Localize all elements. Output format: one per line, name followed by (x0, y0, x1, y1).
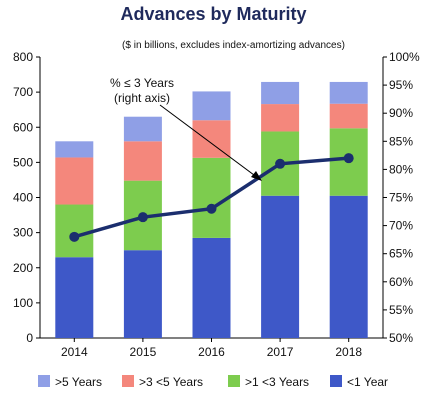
legend-swatch (330, 375, 342, 387)
bar-segment (55, 204, 94, 258)
x-tick-label: 2017 (267, 345, 294, 359)
x-tick-label: 2016 (198, 345, 225, 359)
bar-segment (329, 195, 368, 338)
legend-label: <1 Year (347, 375, 388, 389)
annotation-arrow (159, 104, 259, 179)
bar-segment (192, 237, 231, 338)
annotation-label: (right axis) (114, 91, 170, 105)
y-tick-label: 700 (13, 85, 33, 99)
y-tick-label: 800 (13, 50, 33, 64)
bar-segment (261, 81, 300, 105)
legend-label: >3 <5 Years (139, 375, 203, 389)
y2-tick-label: 60% (389, 275, 413, 289)
y2-tick-label: 55% (389, 303, 413, 317)
bar-segment (123, 116, 162, 142)
y2-tick-label: 50% (389, 331, 413, 345)
y-tick-label: 300 (13, 226, 33, 240)
legend-swatch (228, 375, 240, 387)
chart-title: Advances by Maturity (120, 4, 307, 24)
bar-segment (123, 141, 162, 181)
legend-label: >5 Years (55, 375, 102, 389)
bar-segment (192, 120, 231, 158)
y2-tick-label: 90% (389, 106, 413, 120)
line-point (137, 212, 148, 223)
bar-segment (192, 157, 231, 238)
y2-tick-label: 70% (389, 219, 413, 233)
y-tick-label: 200 (13, 261, 33, 275)
chart-subtitle: ($ in billions, excludes index-amortizin… (122, 40, 345, 51)
y2-tick-label: 85% (389, 134, 413, 148)
y2-tick-label: 75% (389, 191, 413, 205)
y-tick-label: 400 (13, 191, 33, 205)
y-tick-label: 0 (26, 331, 33, 345)
bar-segment (261, 104, 300, 132)
bar-segment (329, 103, 368, 129)
bar-segment (55, 257, 94, 338)
y2-tick-label: 100% (389, 50, 420, 64)
annotation-label: % ≤ 3 Years (110, 76, 174, 90)
x-tick-label: 2014 (61, 345, 88, 359)
bar-segment (55, 157, 94, 205)
legend-swatch (38, 375, 50, 387)
bar-segment (192, 91, 231, 121)
y2-tick-label: 95% (389, 78, 413, 92)
y2-tick-label: 65% (389, 247, 413, 261)
annotation-arrowhead (251, 171, 262, 181)
legend-label: >1 <3 Years (245, 375, 309, 389)
line-point (69, 231, 80, 242)
bar-segment (55, 141, 94, 158)
y-tick-label: 100 (13, 296, 33, 310)
line-point (275, 158, 286, 169)
y2-tick-label: 80% (389, 162, 413, 176)
bar-segment (123, 250, 162, 338)
x-tick-label: 2015 (130, 345, 157, 359)
legend-swatch (122, 375, 134, 387)
bar-segment (329, 81, 368, 104)
y-tick-label: 600 (13, 120, 33, 134)
y-tick-label: 500 (13, 155, 33, 169)
x-tick-label: 2018 (335, 345, 362, 359)
line-point (343, 153, 354, 164)
bar-segment (261, 195, 300, 338)
line-point (206, 203, 217, 214)
